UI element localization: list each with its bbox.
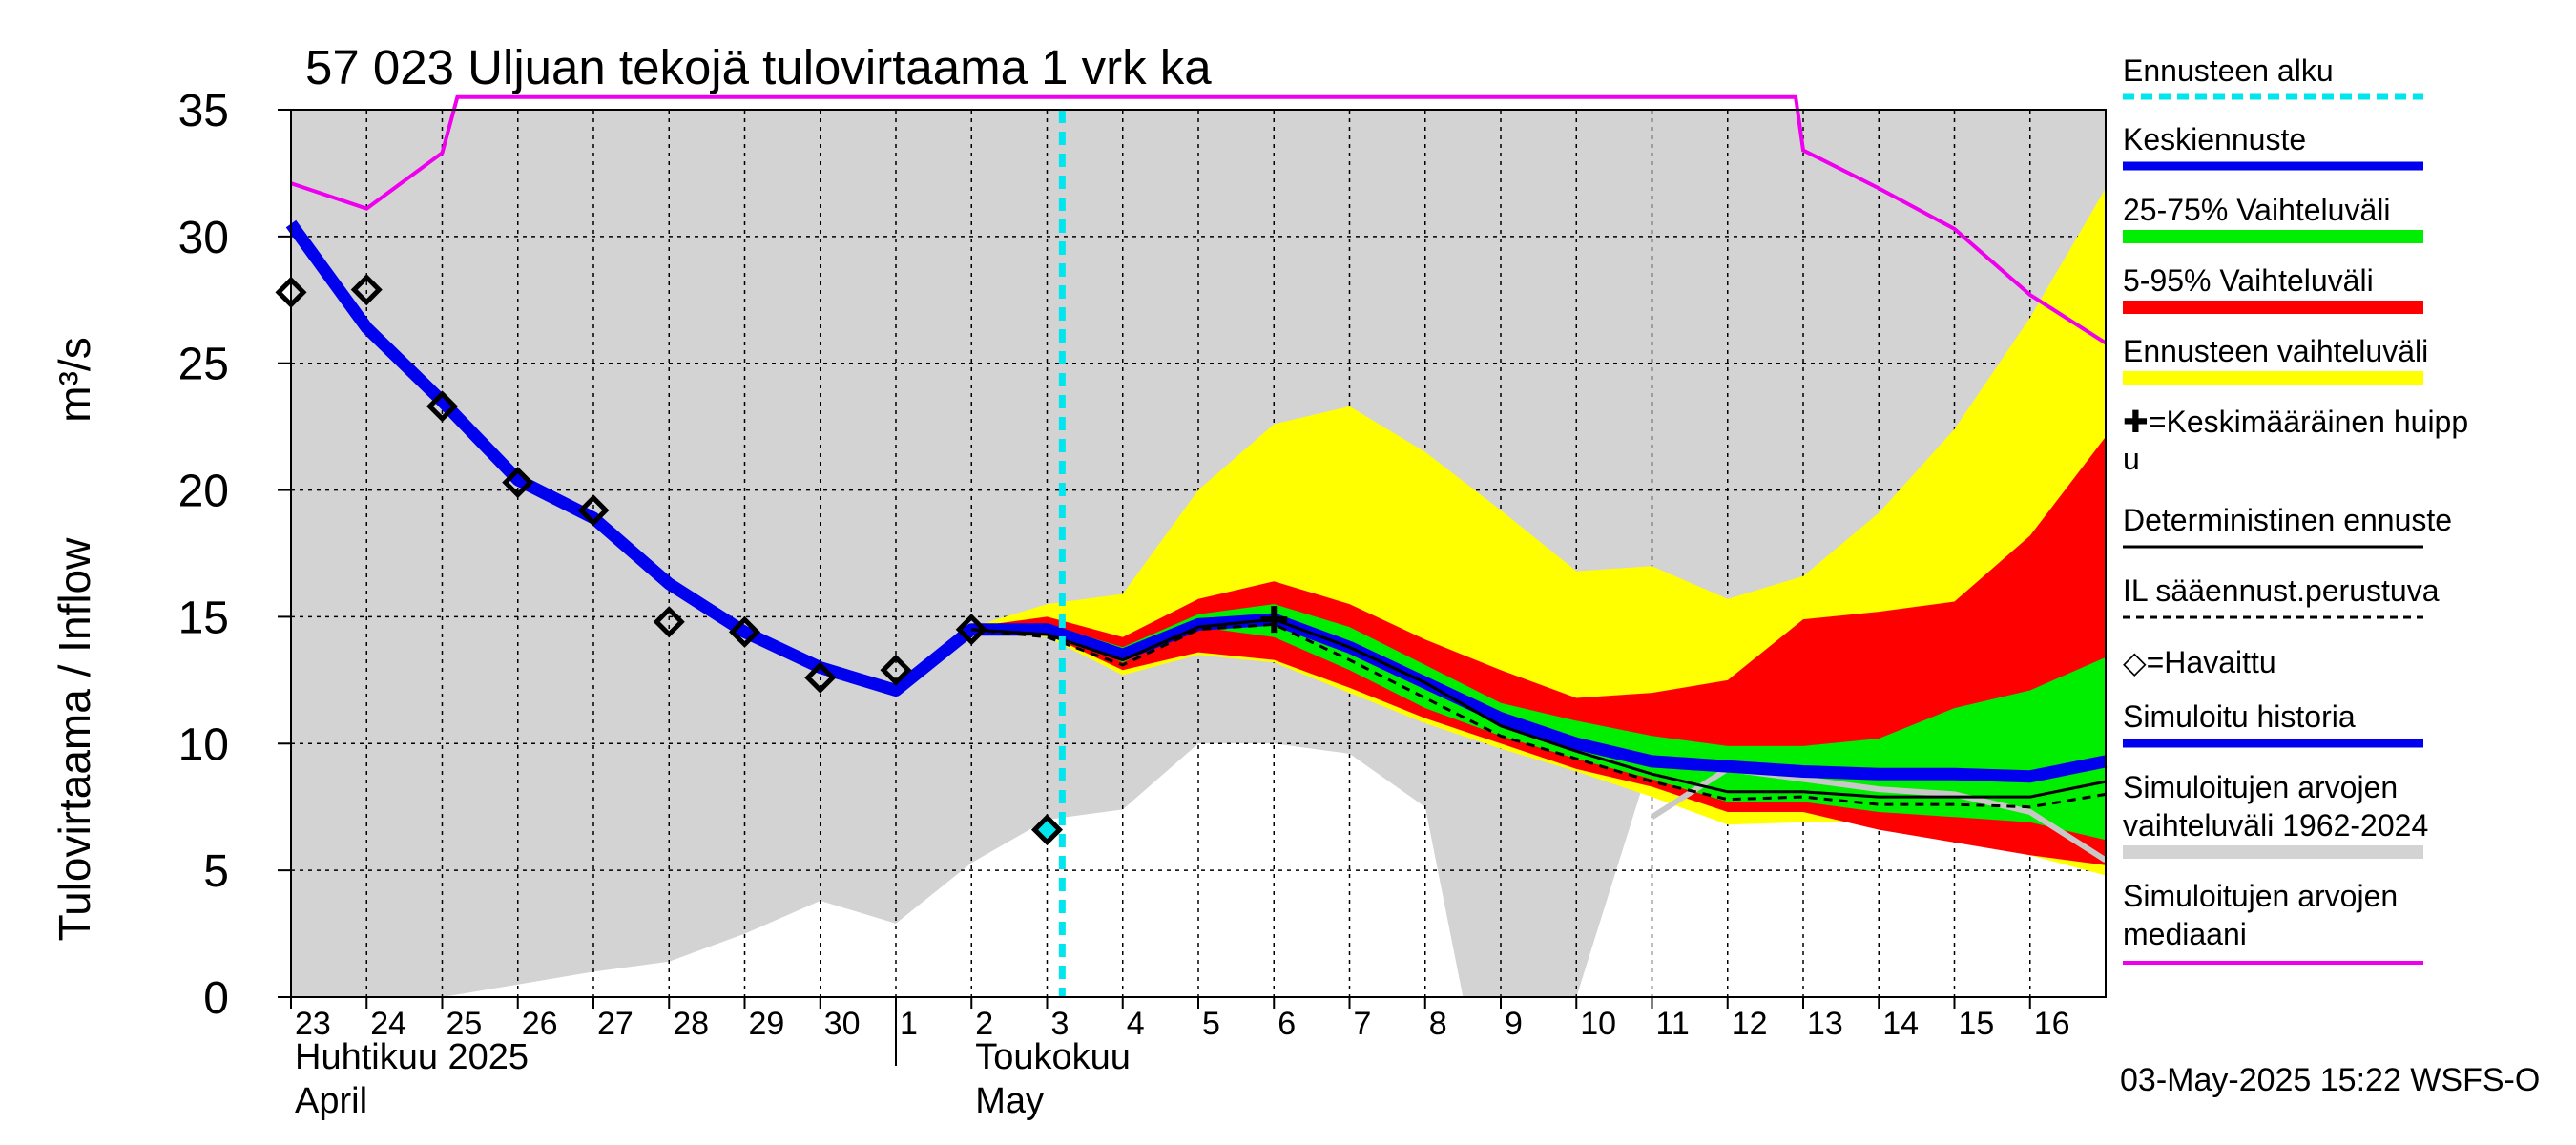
month-label-fi: Toukokuu — [975, 1037, 1131, 1077]
y-axis-ticks: 0 5 10 15 20 25 30 35 — [178, 86, 291, 1024]
legend-deterministic-label: Deterministinen ennuste — [2123, 503, 2452, 537]
y-tick-label: 15 — [178, 593, 229, 643]
x-tick-label: 13 — [1807, 1006, 1843, 1042]
y-tick-label: 30 — [178, 213, 229, 263]
x-tick-label: 1 — [900, 1006, 918, 1042]
x-tick-label: 7 — [1354, 1006, 1372, 1042]
x-tick-label: 5 — [1202, 1006, 1220, 1042]
x-tick-label: 16 — [2034, 1006, 2070, 1042]
x-tick-label: 30 — [824, 1006, 861, 1042]
observed-point — [350, 274, 383, 306]
y-tick-label: 20 — [178, 467, 229, 517]
legend-observed-label: ◇=Havaittu — [2123, 645, 2276, 679]
legend-ennuste-label: Ennusteen vaihteluväli — [2123, 334, 2428, 368]
x-tick-label: 29 — [749, 1006, 785, 1042]
median-line — [290, 94, 2108, 345]
x-tick-label: 24 — [370, 1006, 406, 1042]
legend: Ennusteen alku Keskiennuste 25-75% Vaihtel… — [2123, 53, 2468, 965]
legend-sim-range-label: Simuloitujen arvojen — [2123, 770, 2398, 804]
x-tick-label: 11 — [1656, 1006, 1690, 1042]
x-tick-label: 6 — [1278, 1006, 1296, 1042]
legend-il-label: IL sääennust.perustuva — [2123, 573, 2440, 608]
x-tick-label: 15 — [1959, 1006, 1995, 1042]
y-axis-label: Tulovirtaama / Inflow — [50, 537, 99, 941]
y-tick-label: 0 — [203, 973, 229, 1024]
month-label-en: May — [975, 1081, 1044, 1121]
plot-area — [275, 94, 2108, 998]
il-forecast-line — [971, 622, 2107, 809]
legend-peak-label: ✚=Keskimääräinen huipp — [2123, 405, 2468, 439]
x-tick-label: 28 — [673, 1006, 709, 1042]
observed-point — [1030, 814, 1064, 846]
x-tick-label: 10 — [1580, 1006, 1616, 1042]
x-tick-label: 26 — [522, 1006, 558, 1042]
x-axis-ticks: 23 24 25 26 27 28 29 30 1 2 3 4 5 6 7 8 9 10 11 12 13 14 15 16 — [290, 997, 2070, 1066]
x-tick-label: 8 — [1429, 1006, 1447, 1042]
legend-25-75-label: 25-75% Vaihteluväli — [2123, 193, 2390, 227]
mean-peak-marker — [1260, 606, 1288, 634]
deterministic-line — [971, 617, 2107, 799]
observed-point — [653, 606, 685, 638]
legend-mean-label: Keskiennuste — [2123, 122, 2306, 156]
mean-forecast-line — [285, 219, 2108, 783]
x-tick-label: 2 — [975, 1006, 993, 1042]
observed-point — [426, 390, 459, 423]
legend-median-label: Simuloitujen arvojen — [2123, 879, 2398, 913]
observed-point — [502, 467, 534, 499]
observed-point — [728, 615, 761, 648]
month-label-en: April — [295, 1081, 367, 1121]
x-tick-label: 12 — [1732, 1006, 1768, 1042]
observed-point — [955, 614, 987, 646]
x-tick-label: 3 — [1051, 1006, 1070, 1042]
legend-median-label-wrap: mediaani — [2123, 917, 2247, 951]
observed-point — [804, 661, 837, 694]
y-tick-label: 35 — [178, 86, 229, 136]
legend-simulated-label: Simuloitu historia — [2123, 699, 2356, 734]
y-tick-label: 25 — [178, 340, 229, 390]
timestamp: 03-May-2025 15:22 WSFS-O — [2120, 1062, 2540, 1098]
x-tick-label: 23 — [295, 1006, 331, 1042]
x-tick-label: 9 — [1505, 1006, 1523, 1042]
y-tick-label: 10 — [178, 719, 229, 770]
chart-title: 57 023 Uljuan tekojä tulovirtaama 1 vrk … — [305, 40, 1212, 94]
observed-point — [880, 654, 912, 686]
observed-point — [577, 494, 610, 527]
legend-5-95-label: 5-95% Vaihteluväli — [2123, 263, 2374, 298]
legend-peak-label-wrap: u — [2123, 442, 2140, 476]
y-tick-label: 5 — [203, 846, 229, 897]
x-tick-label: 25 — [447, 1006, 483, 1042]
legend-sim-range-label-wrap: vaihteluväli 1962-2024 — [2123, 808, 2428, 843]
x-tick-label: 4 — [1127, 1006, 1145, 1042]
x-tick-label: 14 — [1882, 1006, 1919, 1042]
y-axis-unit: m³/s — [50, 337, 99, 422]
legend-forecast-start-label: Ennusteen alku — [2123, 53, 2334, 88]
x-tick-label: 27 — [597, 1006, 634, 1042]
month-label-fi: Huhtikuu 2025 — [295, 1037, 529, 1077]
